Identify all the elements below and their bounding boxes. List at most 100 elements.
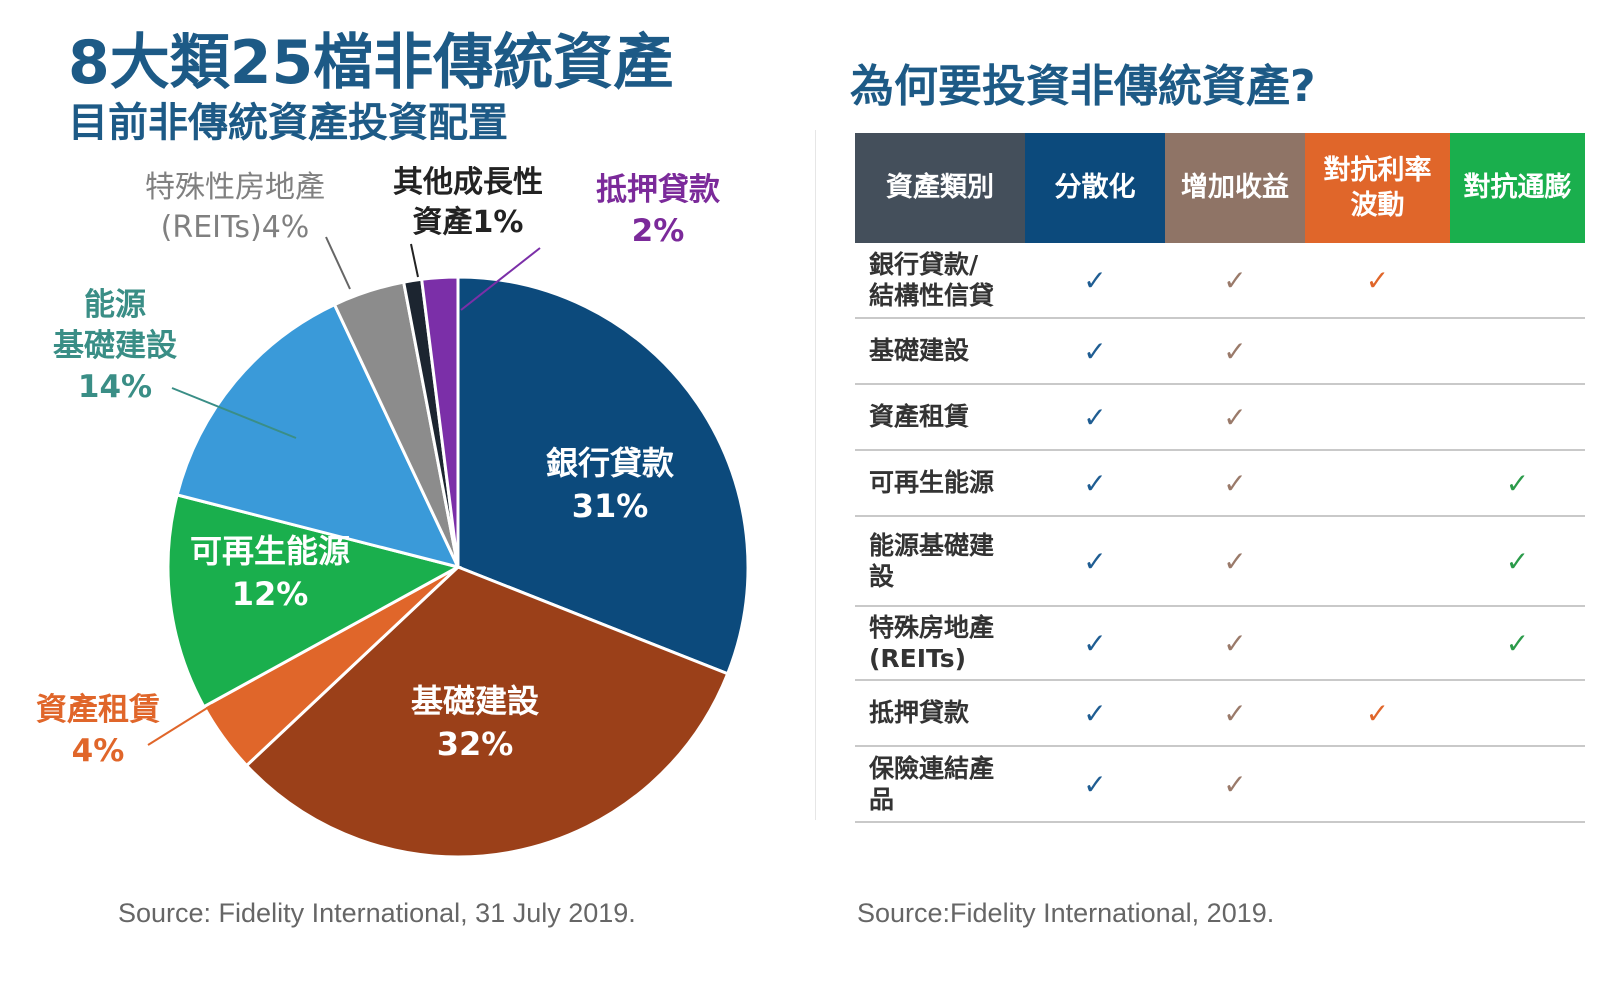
table-source: Source:Fidelity International, 2019. [857,898,1275,928]
header-rate-volatility: 對抗利率 波動 [1305,133,1450,243]
slice-label-other-growth: 其他成長性 資產1% [393,165,543,240]
check-icon: ✓ [1083,696,1107,730]
check-cell: ✓ [1025,680,1165,747]
check-cell [1450,243,1585,319]
pie-slice-infrastructure [244,565,730,859]
check-cell: ✓ [1450,516,1585,607]
check-cell: ✓ [1025,318,1165,385]
check-icon: ✓ [1083,767,1107,801]
header-asset-class: 資產類別 [855,133,1025,243]
asset-name-line: 資產租賃 [869,402,970,432]
asset-name-line: 保險連結產 [869,753,995,783]
check-cell: ✓ [1025,243,1165,319]
check-cell: ✓ [1165,680,1305,747]
chart-source: Source: Fidelity International, 31 July … [118,898,636,928]
slice-label-mortgage: 抵押貸款 2% [596,172,720,249]
check-icon: ✓ [1083,263,1107,297]
check-cell: ✓ [1025,516,1165,607]
check-icon: ✓ [1083,400,1107,434]
pie-slice-renewables [166,493,463,709]
check-cell [1450,746,1585,823]
check-icon: ✓ [1505,626,1530,660]
asset-name-line: 抵押貸款 [869,698,970,728]
check-cell [1305,516,1450,607]
check-icon: ✓ [1223,696,1247,730]
leader-line-other [410,243,419,278]
check-cell: ✓ [1450,606,1585,681]
chart-subtitle: 目前非傳統資產投資配置 [68,100,508,146]
asset-name-line: 結構性信貸 [869,281,995,310]
asset-name-line: (REITs) [869,644,967,673]
check-icon: ✓ [1223,263,1247,297]
slice-label-infrastructure: 基礎建設 32% [410,682,539,764]
slice-label-bank-loans: 銀行貸款 31% [545,444,674,526]
check-icon: ✓ [1083,466,1107,500]
check-icon: ✓ [1083,334,1107,368]
table-row: 可再生能源 ✓ ✓ ✓ [855,450,1585,517]
check-cell: ✓ [1450,450,1585,517]
check-cell: ✓ [1025,746,1165,823]
slice-label-renewables: 可再生能源 12% [189,532,350,614]
check-cell: ✓ [1165,516,1305,607]
asset-name-cell: 抵押貸款 [855,680,1025,747]
asset-name-line: 基礎建設 [869,336,970,366]
allocation-pie-chart [147,236,750,859]
check-icon: ✓ [1223,466,1247,500]
check-cell: ✓ [1305,243,1450,319]
check-icon: ✓ [1223,334,1247,368]
check-icon: ✓ [1083,626,1107,660]
table-row: 基礎建設 ✓ ✓ [855,318,1585,385]
check-icon: ✓ [1505,466,1530,500]
table-row: 資產租賃 ✓ ✓ [855,384,1585,451]
check-cell [1305,450,1450,517]
check-cell: ✓ [1025,384,1165,451]
panel-divider [815,130,816,820]
asset-name-cell: 保險連結產品 [855,746,1025,823]
asset-name-cell: 特殊房地產 (REITs) [855,606,1025,681]
table-row: 銀行貸款/結構性信貸 ✓ ✓ ✓ [855,243,1585,319]
leader-line-mortgage [460,247,541,311]
asset-name-line: 品 [869,785,895,814]
check-cell: ✓ [1025,606,1165,681]
check-cell [1305,746,1450,823]
check-cell: ✓ [1305,680,1450,747]
slice-label-reits: 特殊性房地產 (REITs)4% [145,170,325,245]
check-icon: ✓ [1223,767,1247,801]
check-icon: ✓ [1365,696,1390,730]
header-rate-volatility-line2: 波動 [1350,190,1405,221]
check-cell: ✓ [1165,606,1305,681]
check-icon: ✓ [1223,544,1247,578]
asset-name-cell: 能源基礎建設 [855,516,1025,607]
check-cell: ✓ [1165,384,1305,451]
pie-slice-bank-loans [456,275,750,676]
chart-title: 8大類25檔非傳統資產 [68,28,674,98]
slice-label-energy-infra: 能源 基礎建設 14% [53,287,177,405]
header-rate-volatility-line1: 對抗利率 [1323,154,1432,186]
leader-line-energy-infra [171,387,297,439]
asset-name-line: 能源基礎建 [869,530,995,560]
leader-line-reits [325,236,351,290]
pie-slice-mortgage [419,275,460,568]
header-inflation: 對抗通膨 [1450,133,1585,243]
asset-name-cell: 銀行貸款/結構性信貸 [855,243,1025,319]
check-icon: ✓ [1223,626,1247,660]
asset-name-line: 特殊房地產 [869,612,995,642]
table-header-row: 資產類別 分散化 增加收益 對抗利率 波動 對抗通膨 [855,133,1585,243]
table-row: 抵押貸款 ✓ ✓ ✓ [855,680,1585,747]
asset-name-cell: 可再生能源 [855,450,1025,517]
check-icon: ✓ [1223,400,1247,434]
check-cell: ✓ [1165,243,1305,319]
check-icon: ✓ [1083,544,1107,578]
check-cell [1305,384,1450,451]
check-cell: ✓ [1165,450,1305,517]
check-cell [1450,680,1585,747]
header-diversification: 分散化 [1025,133,1165,243]
check-cell [1450,318,1585,385]
asset-name-cell: 資產租賃 [855,384,1025,451]
check-cell [1450,384,1585,451]
table-title: 為何要投資非傳統資產? [850,61,1316,112]
slice-label-leasing: 資產租賃 4% [36,692,160,769]
table-row: 能源基礎建設 ✓ ✓ ✓ [855,516,1585,607]
header-income: 增加收益 [1165,133,1305,243]
leader-line-leasing [147,704,213,746]
